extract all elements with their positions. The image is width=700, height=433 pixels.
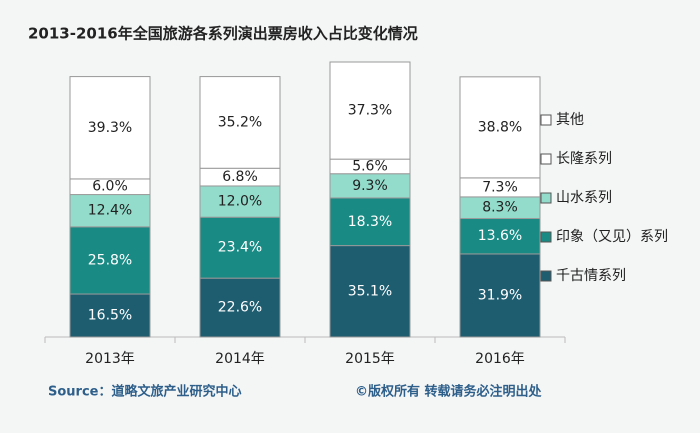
legend-label: 千古情系列: [556, 268, 626, 284]
data-label: 12.4%: [88, 203, 132, 219]
bar-segment: [459, 253, 541, 338]
data-label: 35.1%: [348, 283, 392, 299]
legend-label: 山水系列: [556, 190, 612, 206]
data-label: 8.3%: [482, 200, 518, 216]
bar-segment: [199, 277, 281, 338]
data-label: 7.3%: [482, 179, 518, 195]
bar-segment: [329, 61, 411, 160]
data-label: 22.6%: [218, 300, 262, 316]
bar-segment: [69, 293, 151, 338]
bar-segment: [69, 226, 151, 295]
data-label: 38.8%: [478, 119, 522, 135]
chart-title: 2013-2016年全国旅游各系列演出票房收入占比变化情况: [28, 25, 418, 43]
x-tick-label: 2014年: [215, 351, 265, 367]
bar-segment: [199, 216, 281, 279]
legend-swatch: [540, 231, 552, 243]
data-label: 9.3%: [352, 178, 388, 194]
data-label: 23.4%: [218, 240, 262, 256]
data-label: 39.3%: [88, 120, 132, 136]
bar-segment: [69, 194, 151, 228]
legend-label: 其他: [556, 112, 584, 128]
legend-label: 印象（又见）系列: [556, 229, 668, 245]
bar-segment: [329, 173, 411, 199]
legend-label: 长隆系列: [556, 151, 612, 167]
bar-segment: [199, 76, 281, 169]
data-label: 31.9%: [478, 287, 522, 303]
data-label: 25.8%: [88, 252, 132, 268]
data-label: 37.3%: [348, 103, 392, 119]
legend-swatch: [540, 192, 552, 204]
data-label: 16.5%: [88, 308, 132, 324]
data-label: 18.3%: [348, 214, 392, 230]
bar-segment: [459, 76, 541, 179]
bar-segment: [69, 76, 151, 180]
legend-swatch: [540, 153, 552, 165]
data-label: 35.2%: [218, 114, 262, 130]
data-label: 12.0%: [218, 194, 262, 210]
bar-segment: [459, 218, 541, 255]
data-label: 5.6%: [352, 158, 388, 174]
x-tick-label: 2016年: [475, 351, 525, 367]
x-tick-label: 2013年: [85, 351, 135, 367]
data-label: 13.6%: [478, 228, 522, 244]
note: ©版权所有 转载请务必注明出处: [355, 384, 543, 400]
bar-segment: [329, 197, 411, 247]
data-label: 6.8%: [222, 169, 258, 185]
legend-swatch: [540, 270, 552, 282]
x-separators: [44, 337, 566, 343]
data-label: 6.0%: [92, 179, 128, 195]
source: Source：道略文旅产业研究中心: [48, 384, 241, 400]
x-tick-label: 2015年: [345, 351, 395, 367]
legend-swatch: [540, 114, 552, 126]
